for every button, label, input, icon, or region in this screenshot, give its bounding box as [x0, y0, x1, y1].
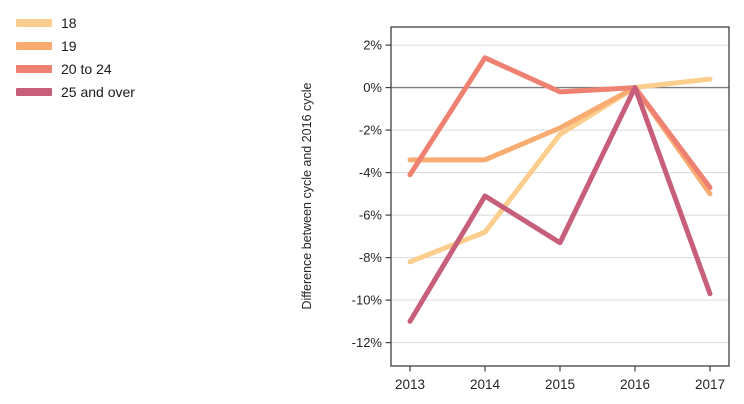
series-line-25-and-over [407, 85, 713, 324]
legend-item: 19 [16, 39, 135, 53]
plot-border [390, 26, 730, 367]
legend-swatch [16, 65, 52, 73]
y-tick-label: 2% [363, 38, 382, 53]
legend-label: 25 and over [61, 84, 135, 100]
x-tick-label: 2013 [395, 377, 425, 392]
x-tick-label: 2014 [470, 377, 501, 392]
legend-item: 18 [16, 16, 135, 30]
x-tick-label: 2017 [695, 377, 725, 392]
legend-item: 25 and over [16, 85, 135, 99]
legend-swatch [16, 88, 52, 96]
legend-item: 20 to 24 [16, 62, 135, 76]
legend-label: 20 to 24 [61, 61, 112, 77]
legend-swatch [16, 42, 52, 50]
y-tick-label: -10% [352, 293, 383, 308]
legend-label: 19 [61, 38, 77, 54]
y-tick-label: -2% [359, 123, 383, 138]
x-tick-label: 2016 [620, 377, 650, 392]
y-tick-label: -6% [359, 208, 383, 223]
series-line-20-to-24 [407, 55, 713, 190]
y-tick-label: -12% [352, 335, 383, 350]
y-tick-label: 0% [363, 80, 382, 95]
y-tick-label: -4% [359, 165, 383, 180]
x-tick-label: 2015 [545, 377, 575, 392]
y-tick-label: -8% [359, 250, 383, 265]
legend-label: 18 [61, 15, 77, 31]
legend-swatch [16, 19, 52, 27]
legend: 18 19 20 to 24 25 and over [16, 16, 135, 99]
